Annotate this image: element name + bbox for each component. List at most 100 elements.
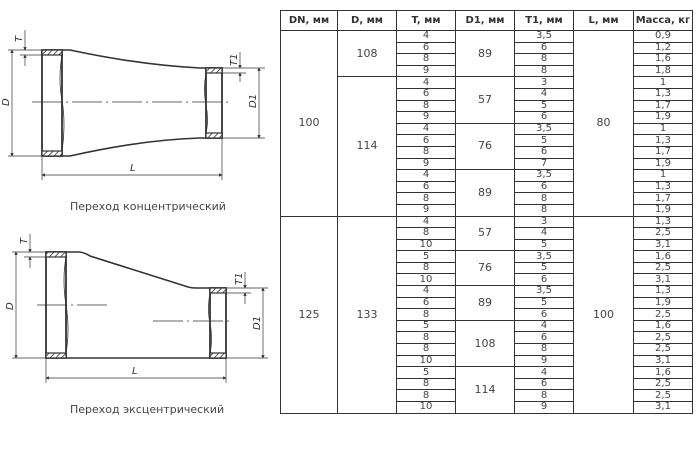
cell-t: 6 xyxy=(396,41,456,55)
cell-mass: 1,3 xyxy=(633,215,693,229)
cell-t1: 8 xyxy=(514,53,574,66)
cell-t1: 6 xyxy=(514,377,574,391)
cell-t: 5 xyxy=(396,319,456,333)
cell-mass: 2,5 xyxy=(633,331,693,345)
cell-dn: 100 xyxy=(280,30,338,217)
concentric-label-l: L xyxy=(130,163,136,174)
table-row: 8 6 2,5 xyxy=(281,308,693,321)
cell-t1: 6 xyxy=(514,41,574,55)
cell-d1: 76 xyxy=(455,250,515,287)
cell-t: 5 xyxy=(396,366,456,379)
cell-d1: 76 xyxy=(455,122,515,171)
eccentric-label-d: D xyxy=(5,302,16,310)
cell-d1: 57 xyxy=(455,76,515,124)
cell-mass: 1,9 xyxy=(633,296,693,310)
cell-t: 6 xyxy=(396,134,456,147)
eccentric-reducer-drawing xyxy=(12,234,268,383)
concentric-reducer-drawing xyxy=(8,30,265,180)
cell-t1: 6 xyxy=(514,308,574,321)
table-row: 125 133 4 57 3 100 1,3 xyxy=(280,215,693,414)
cell-t: 6 xyxy=(396,296,456,310)
cell-t: 4 xyxy=(396,285,456,298)
cell-t: 4 xyxy=(396,215,456,229)
table-row: 10 9 3,1 xyxy=(281,354,693,368)
table-row: 4 89 3,5 1,3 xyxy=(281,285,693,321)
cell-mass: 2,5 xyxy=(633,377,693,391)
column-header: D1, мм xyxy=(455,10,515,31)
cell-t: 8 xyxy=(396,227,456,240)
cell-d1: 89 xyxy=(455,285,515,321)
cell-mass: 0,9 xyxy=(633,30,693,43)
cell-t1: 3,5 xyxy=(514,285,574,298)
table-row: 9 7 1,9 xyxy=(281,157,693,171)
eccentric-label-t1: T1 xyxy=(234,273,245,285)
cell-t: 10 xyxy=(396,401,456,414)
cell-mass: 1,3 xyxy=(633,180,693,194)
table-row: 6 6 1,3 xyxy=(281,180,693,194)
reducer-spec-table: DN, мм D, мм T, мм D1, мм T1, мм L, мм Масса, … xyxy=(280,10,693,414)
cell-t: 10 xyxy=(396,273,456,287)
column-header: Масса, кг xyxy=(633,10,693,31)
cell-mass: 3,1 xyxy=(633,354,693,368)
cell-dn: 125 xyxy=(280,215,338,414)
cell-t: 10 xyxy=(396,238,456,252)
cell-d1: 57 xyxy=(455,215,515,252)
cell-l: 80 xyxy=(573,30,634,217)
cell-t: 9 xyxy=(396,203,456,217)
table-row: 5 76 3,5 1,6 xyxy=(281,250,693,287)
cell-t1: 6 xyxy=(514,111,574,124)
cell-mass: 1,3 xyxy=(633,285,693,298)
cell-t: 4 xyxy=(396,169,456,182)
eccentric-caption: Переход эксцентрический xyxy=(70,403,225,416)
cell-mass: 1,6 xyxy=(633,319,693,333)
cell-t1: 6 xyxy=(514,273,574,287)
cell-t1: 4 xyxy=(514,227,574,240)
cell-t1: 4 xyxy=(514,319,574,333)
eccentric-label-d1: D1 xyxy=(252,316,263,330)
reducer-drawings: D T D1 T1 L D T D1 T1 L xyxy=(1,30,268,383)
cell-t: 8 xyxy=(396,99,456,113)
cell-mass: 2,5 xyxy=(633,308,693,321)
eccentric-label-l: L xyxy=(132,366,138,377)
concentric-label-t: T xyxy=(14,35,25,42)
cell-t1: 5 xyxy=(514,296,574,310)
cell-t1: 5 xyxy=(514,134,574,147)
cell-mass: 1 xyxy=(633,169,693,182)
cell-t1: 6 xyxy=(514,145,574,159)
concentric-caption: Переход концентрический xyxy=(70,200,226,213)
table-row: 6 5 1,3 xyxy=(281,134,693,147)
table-row: 9 8 1,9 xyxy=(281,203,693,217)
cell-t1: 3,5 xyxy=(514,122,574,136)
table-row: 8 4 2,5 xyxy=(281,227,693,240)
cell-mass: 1,9 xyxy=(633,157,693,171)
cell-d1: 114 xyxy=(455,366,515,414)
cell-t: 8 xyxy=(396,261,456,275)
cell-t1: 8 xyxy=(514,64,574,78)
cell-t1: 9 xyxy=(514,354,574,368)
table-row: 6 6 1,2 xyxy=(281,41,693,55)
cell-t: 6 xyxy=(396,180,456,194)
cell-t1: 8 xyxy=(514,389,574,402)
cell-mass: 1,3 xyxy=(633,134,693,147)
cell-mass: 1,8 xyxy=(633,64,693,78)
table-row: 9 8 1,8 xyxy=(281,64,693,78)
cell-t: 9 xyxy=(396,64,456,78)
column-header: T1, мм xyxy=(514,10,574,31)
cell-t1: 8 xyxy=(514,343,574,356)
cell-mass: 2,5 xyxy=(633,343,693,356)
concentric-label-d1: D1 xyxy=(248,94,259,108)
cell-mass: 1,7 xyxy=(633,192,693,205)
cell-mass: 1,6 xyxy=(633,250,693,263)
cell-t1: 3 xyxy=(514,76,574,89)
cell-mass: 1 xyxy=(633,76,693,89)
cell-mass: 3,1 xyxy=(633,273,693,287)
cell-mass: 1,9 xyxy=(633,111,693,124)
cell-mass: 1,6 xyxy=(633,366,693,379)
cell-mass: 1,9 xyxy=(633,203,693,217)
table-row: 4 76 3,5 1 xyxy=(281,122,693,171)
cell-t: 9 xyxy=(396,111,456,124)
cell-t: 6 xyxy=(396,87,456,101)
table-header-row: DN, мм D, мм T, мм D1, мм T1, мм L, мм Масса, … xyxy=(280,10,693,31)
cell-mass: 1,3 xyxy=(633,87,693,101)
cell-t: 8 xyxy=(396,308,456,321)
